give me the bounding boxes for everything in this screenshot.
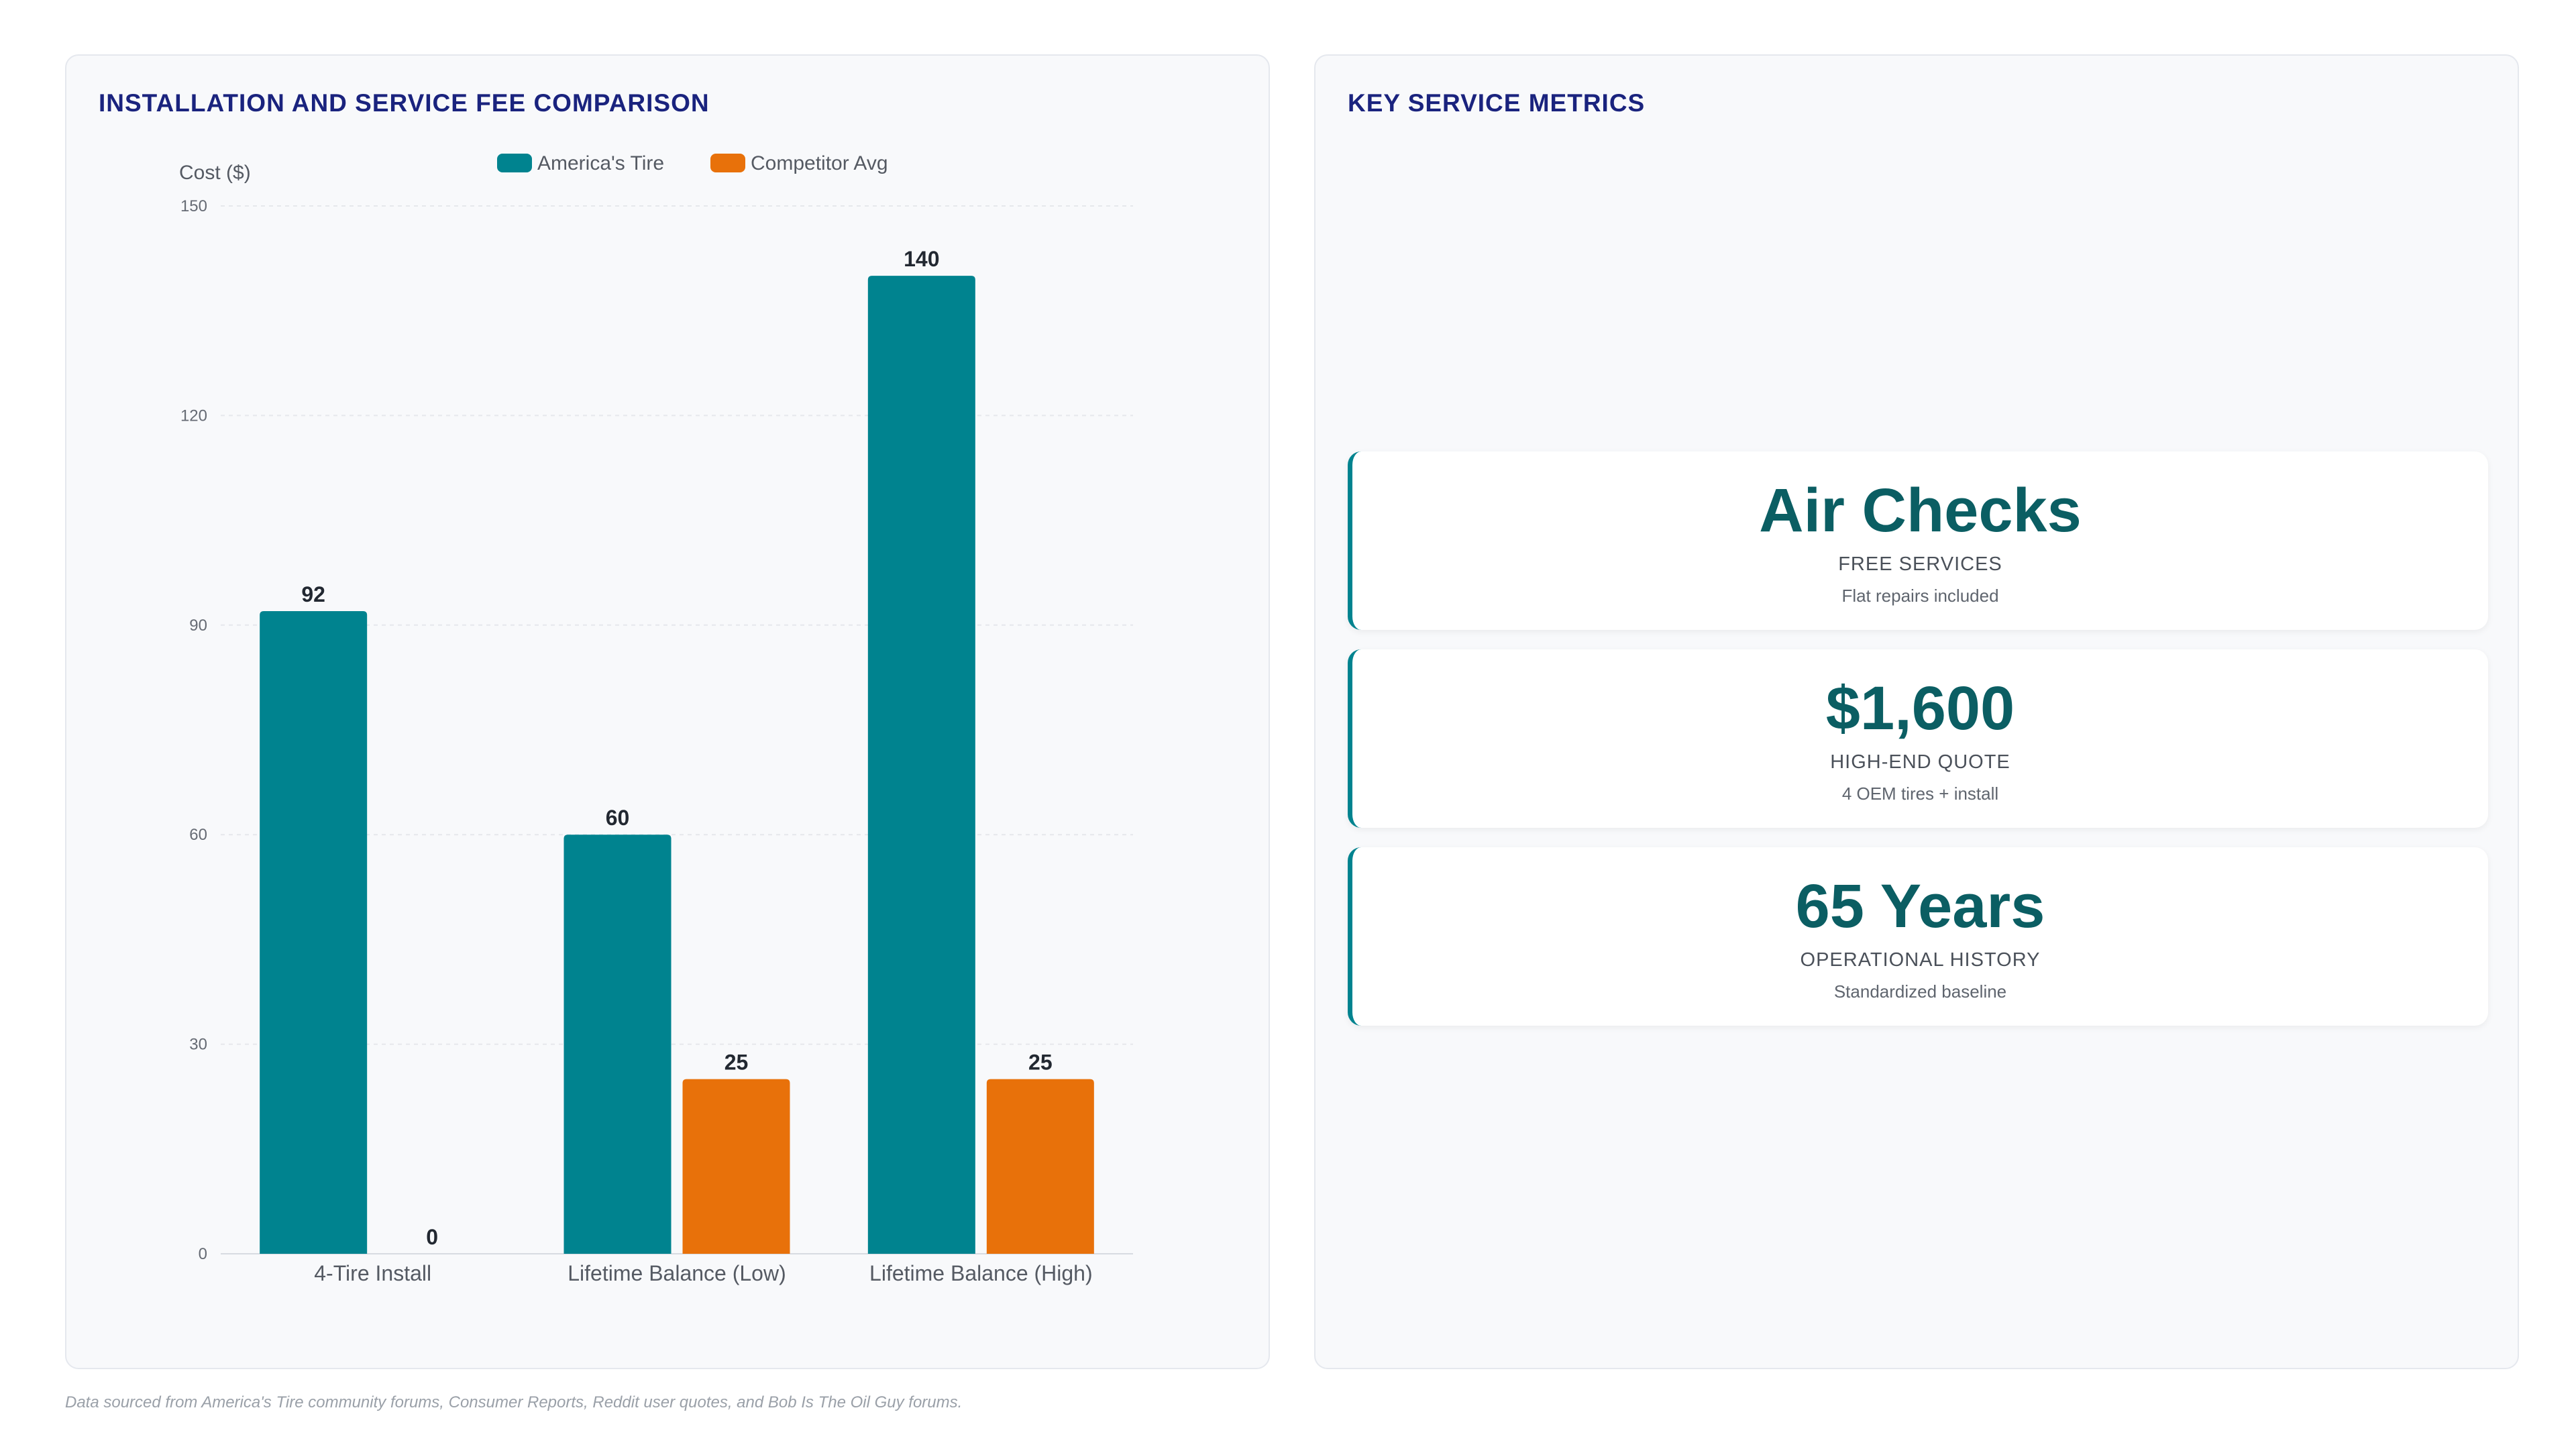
y-tick-label: 120 <box>180 407 207 425</box>
metric-subtext: Standardized baseline <box>1833 981 2007 1002</box>
data-label: 140 <box>904 247 939 271</box>
y-tick-label: 90 <box>189 616 207 635</box>
chart-title: INSTALLATION AND SERVICE FEE COMPARISON <box>99 89 710 117</box>
bar <box>564 835 672 1254</box>
legend-swatch <box>710 154 745 172</box>
metric-label: OPERATIONAL HISTORY <box>1800 949 2041 971</box>
legend-label: America's Tire <box>537 152 664 174</box>
data-source-footnote: Data sourced from America's Tire communi… <box>65 1393 963 1411</box>
fee-comparison-panel: INSTALLATION AND SERVICE FEE COMPARISON … <box>65 54 1270 1369</box>
data-label: 25 <box>1028 1051 1053 1075</box>
metric-card-operational-history: 65 Years OPERATIONAL HISTORY Standardize… <box>1348 847 2488 1026</box>
data-label: 60 <box>606 806 630 830</box>
x-tick-label: 4-Tire Install <box>314 1261 431 1285</box>
y-tick-label: 30 <box>189 1036 207 1054</box>
data-label: 25 <box>724 1051 749 1075</box>
data-label: 0 <box>426 1225 438 1249</box>
y-tick-label: 150 <box>180 197 207 215</box>
y-tick-label: 60 <box>189 826 207 844</box>
metric-label: HIGH-END QUOTE <box>1830 751 2010 773</box>
bar <box>682 1079 790 1254</box>
key-metrics-panel: KEY SERVICE METRICS Air Checks FREE SERV… <box>1314 54 2519 1369</box>
data-label: 92 <box>301 582 325 606</box>
x-tick-label: Lifetime Balance (Low) <box>568 1261 786 1285</box>
metric-value: $1,600 <box>1825 674 2015 743</box>
legend-swatch <box>497 154 532 172</box>
legend-label: Competitor Avg <box>751 152 888 174</box>
metric-value: 65 Years <box>1795 872 2045 941</box>
bar <box>867 276 975 1254</box>
metric-card-air-checks: Air Checks FREE SERVICES Flat repairs in… <box>1348 451 2488 630</box>
bar <box>260 610 368 1254</box>
metric-subtext: 4 OEM tires + install <box>1841 784 1999 804</box>
metric-subtext: Flat repairs included <box>1841 586 1999 606</box>
metrics-title: KEY SERVICE METRICS <box>1348 89 1646 117</box>
bar <box>986 1079 1094 1254</box>
metric-card-high-end-quote: $1,600 HIGH-END QUOTE 4 OEM tires + inst… <box>1348 649 2488 828</box>
metric-value: Air Checks <box>1759 476 2082 545</box>
x-tick-label: Lifetime Balance (High) <box>869 1261 1093 1285</box>
metric-label: FREE SERVICES <box>1838 553 2002 575</box>
y-tick-label: 0 <box>199 1245 207 1263</box>
y-axis-title: Cost ($) <box>179 162 251 184</box>
fee-comparison-chart: 0 30 60 90 120 150 Cost ($) America's Tire Compe… <box>179 152 1133 1285</box>
